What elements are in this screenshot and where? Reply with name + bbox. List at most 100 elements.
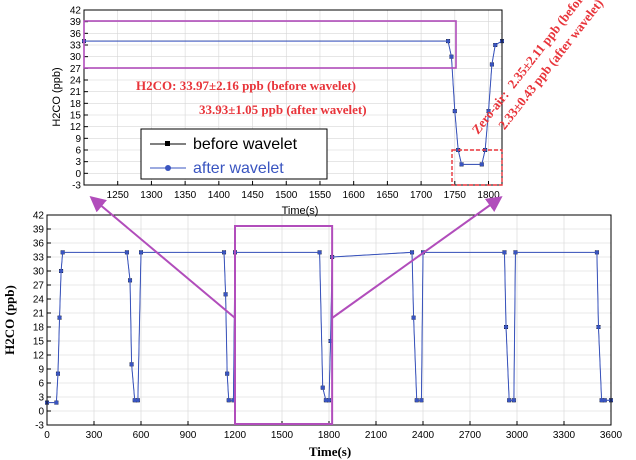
tick-label-y: 3 (38, 393, 44, 404)
tick-label-x: 3600 (600, 430, 623, 441)
series-line (84, 40, 503, 165)
main-x-axis-label: Time(s) (309, 444, 351, 459)
tick-label-x: 600 (133, 430, 150, 441)
point-after-wavelet (226, 398, 231, 403)
point-after-wavelet (59, 269, 64, 273)
tick-label-x: 1800 (477, 190, 500, 201)
point-after-wavelet (57, 315, 62, 320)
legend: before wavelet after wavelet (140, 128, 328, 180)
tick-label-y: 33 (33, 253, 45, 264)
tick-label-y: 36 (33, 239, 45, 250)
point-after-wavelet (223, 292, 228, 297)
tick-label-x: 1400 (208, 190, 231, 201)
tick-label-x: 1250 (107, 190, 130, 201)
tick-label-y: 36 (70, 29, 82, 40)
annotation-h2co-before: H2CO: 33.97±2.16 ppb (before wavelet) (136, 78, 356, 93)
point-after-wavelet (479, 162, 484, 167)
point-after-wavelet (489, 62, 494, 67)
tick-label-y: 21 (33, 309, 45, 320)
annotation-zero-air-after: 2.33±0.43 ppb (after wavelet) (495, 0, 606, 132)
tick-label-y: 42 (33, 211, 45, 222)
tick-label-x: 3000 (506, 430, 529, 441)
tick-label-x: 1550 (309, 190, 332, 201)
tick-label-y: 0 (75, 169, 81, 180)
tick-label-y: 12 (70, 122, 82, 133)
tick-label-x: 1500 (275, 190, 298, 201)
main-y-axis-label: H2CO (ppb) (2, 285, 17, 355)
tick-label-y: 9 (38, 365, 44, 376)
tick-label-y: 24 (70, 76, 82, 87)
tick-label-x: 900 (180, 430, 197, 441)
legend-label-after: after wavelet (193, 160, 284, 177)
tick-label-y: 39 (33, 225, 45, 236)
tick-label-y: 6 (38, 379, 44, 390)
point-after-wavelet (135, 398, 140, 403)
point-after-wavelet (452, 109, 457, 114)
tick-label-y: -3 (35, 421, 44, 432)
tick-label-x: 2700 (459, 430, 482, 441)
tick-label-y: 21 (70, 87, 82, 98)
tick-label-y: 15 (33, 337, 45, 348)
tick-label-y: 30 (33, 267, 45, 278)
zoom-arrow-right (331, 196, 503, 319)
point-after-wavelet (411, 315, 416, 320)
point-after-wavelet (486, 109, 491, 114)
point-after-wavelet (513, 250, 518, 255)
point-after-wavelet (410, 250, 415, 255)
point-after-wavelet (511, 398, 516, 403)
point-after-wavelet (507, 398, 512, 403)
point-after-wavelet (225, 371, 230, 376)
point-after-wavelet (594, 250, 599, 255)
point-after-wavelet (419, 398, 424, 403)
point-after-wavelet (504, 325, 509, 329)
tick-label-x: 1450 (241, 190, 264, 201)
tick-label-y: 30 (70, 52, 82, 63)
point-after-wavelet (502, 250, 507, 255)
legend-marker-before (165, 141, 170, 146)
tick-label-y: 6 (75, 146, 81, 157)
tick-label-y: -3 (72, 181, 81, 192)
tick-label-x: 1750 (444, 190, 467, 201)
tick-label-x: 0 (44, 430, 50, 441)
point-after-wavelet (449, 54, 454, 59)
zoom-region-box (234, 225, 334, 425)
tick-label-y: 12 (33, 351, 45, 362)
point-after-wavelet (129, 362, 134, 367)
point-after-wavelet (124, 250, 129, 255)
tick-label-y: 18 (33, 323, 45, 334)
legend-box (140, 128, 328, 180)
inset-zero-air-window-box (451, 149, 503, 186)
tick-label-x: 1800 (318, 430, 341, 441)
main-series (45, 250, 613, 405)
point-after-wavelet (139, 250, 143, 255)
zoom-overlay (89, 195, 503, 425)
tick-label-x: 1600 (343, 190, 366, 201)
tick-label-x: 1700 (410, 190, 433, 201)
point-after-wavelet (55, 371, 60, 376)
legend-label-before: before wavelet (193, 136, 298, 153)
tick-label-x: 1200 (224, 430, 247, 441)
point-after-wavelet (323, 398, 328, 403)
point-after-wavelet (317, 250, 322, 255)
tick-label-x: 2400 (412, 430, 435, 441)
point-after-wavelet (596, 325, 601, 329)
point-after-wavelet (327, 398, 331, 403)
inset-x-axis-label: Time(s) (282, 205, 319, 217)
tick-label-y: 39 (70, 17, 82, 28)
zoom-arrow-left (89, 195, 236, 319)
tick-label-y: 15 (70, 111, 82, 122)
point-after-wavelet (602, 398, 607, 403)
tick-label-y: 9 (75, 134, 81, 145)
inset-y-axis-label: H2CO (ppb) (51, 67, 63, 126)
tick-label-y: 3 (75, 157, 81, 168)
tick-label-y: 33 (70, 41, 82, 52)
point-after-wavelet (446, 39, 451, 44)
point-after-wavelet (414, 398, 419, 403)
point-after-wavelet (320, 385, 325, 390)
tick-label-x: 300 (86, 430, 103, 441)
tick-label-x: 2100 (365, 430, 388, 441)
point-after-wavelet (60, 250, 65, 255)
